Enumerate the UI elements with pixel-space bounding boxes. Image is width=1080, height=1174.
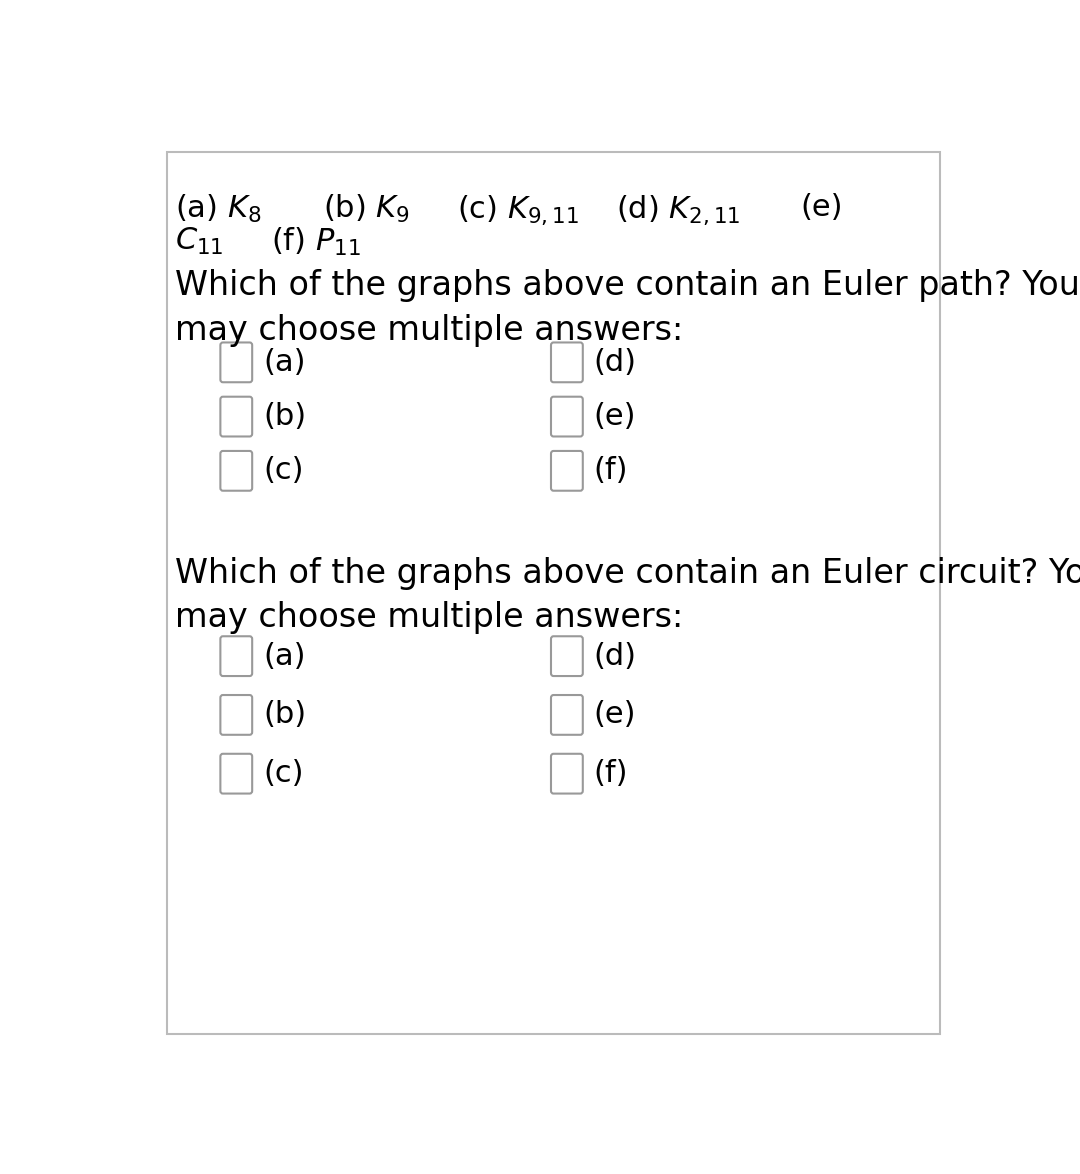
Text: (a): (a)	[264, 642, 306, 670]
Text: (f): (f)	[594, 457, 629, 485]
Text: (f): (f)	[594, 760, 629, 788]
FancyBboxPatch shape	[166, 151, 941, 1034]
Text: Which of the graphs above contain an Euler path? You
may choose multiple answers: Which of the graphs above contain an Eul…	[175, 269, 1080, 348]
Text: (d): (d)	[594, 642, 637, 670]
Text: (a) $K_8$: (a) $K_8$	[175, 194, 261, 225]
FancyBboxPatch shape	[551, 636, 583, 676]
FancyBboxPatch shape	[220, 343, 253, 383]
Text: (d): (d)	[594, 348, 637, 377]
Text: (e): (e)	[594, 402, 636, 431]
Text: $C_{11}$: $C_{11}$	[175, 225, 224, 257]
Text: (d) $K_{2,11}$: (d) $K_{2,11}$	[617, 194, 741, 227]
Text: (e): (e)	[800, 194, 842, 222]
FancyBboxPatch shape	[551, 754, 583, 794]
FancyBboxPatch shape	[220, 451, 253, 491]
FancyBboxPatch shape	[551, 695, 583, 735]
FancyBboxPatch shape	[551, 343, 583, 383]
FancyBboxPatch shape	[551, 397, 583, 437]
FancyBboxPatch shape	[220, 754, 253, 794]
Text: (a): (a)	[264, 348, 306, 377]
Text: (c): (c)	[264, 457, 303, 485]
FancyBboxPatch shape	[220, 397, 253, 437]
Text: (c): (c)	[264, 760, 303, 788]
Text: (e): (e)	[594, 701, 636, 729]
Text: (c) $K_{9,11}$: (c) $K_{9,11}$	[457, 194, 579, 227]
Text: (b): (b)	[264, 402, 307, 431]
FancyBboxPatch shape	[551, 451, 583, 491]
Text: (b) $K_9$: (b) $K_9$	[323, 194, 410, 225]
FancyBboxPatch shape	[220, 695, 253, 735]
Text: (f) $P_{11}$: (f) $P_{11}$	[271, 225, 362, 258]
FancyBboxPatch shape	[220, 636, 253, 676]
Text: (b): (b)	[264, 701, 307, 729]
Text: Which of the graphs above contain an Euler circuit? You
may choose multiple answ: Which of the graphs above contain an Eul…	[175, 556, 1080, 634]
